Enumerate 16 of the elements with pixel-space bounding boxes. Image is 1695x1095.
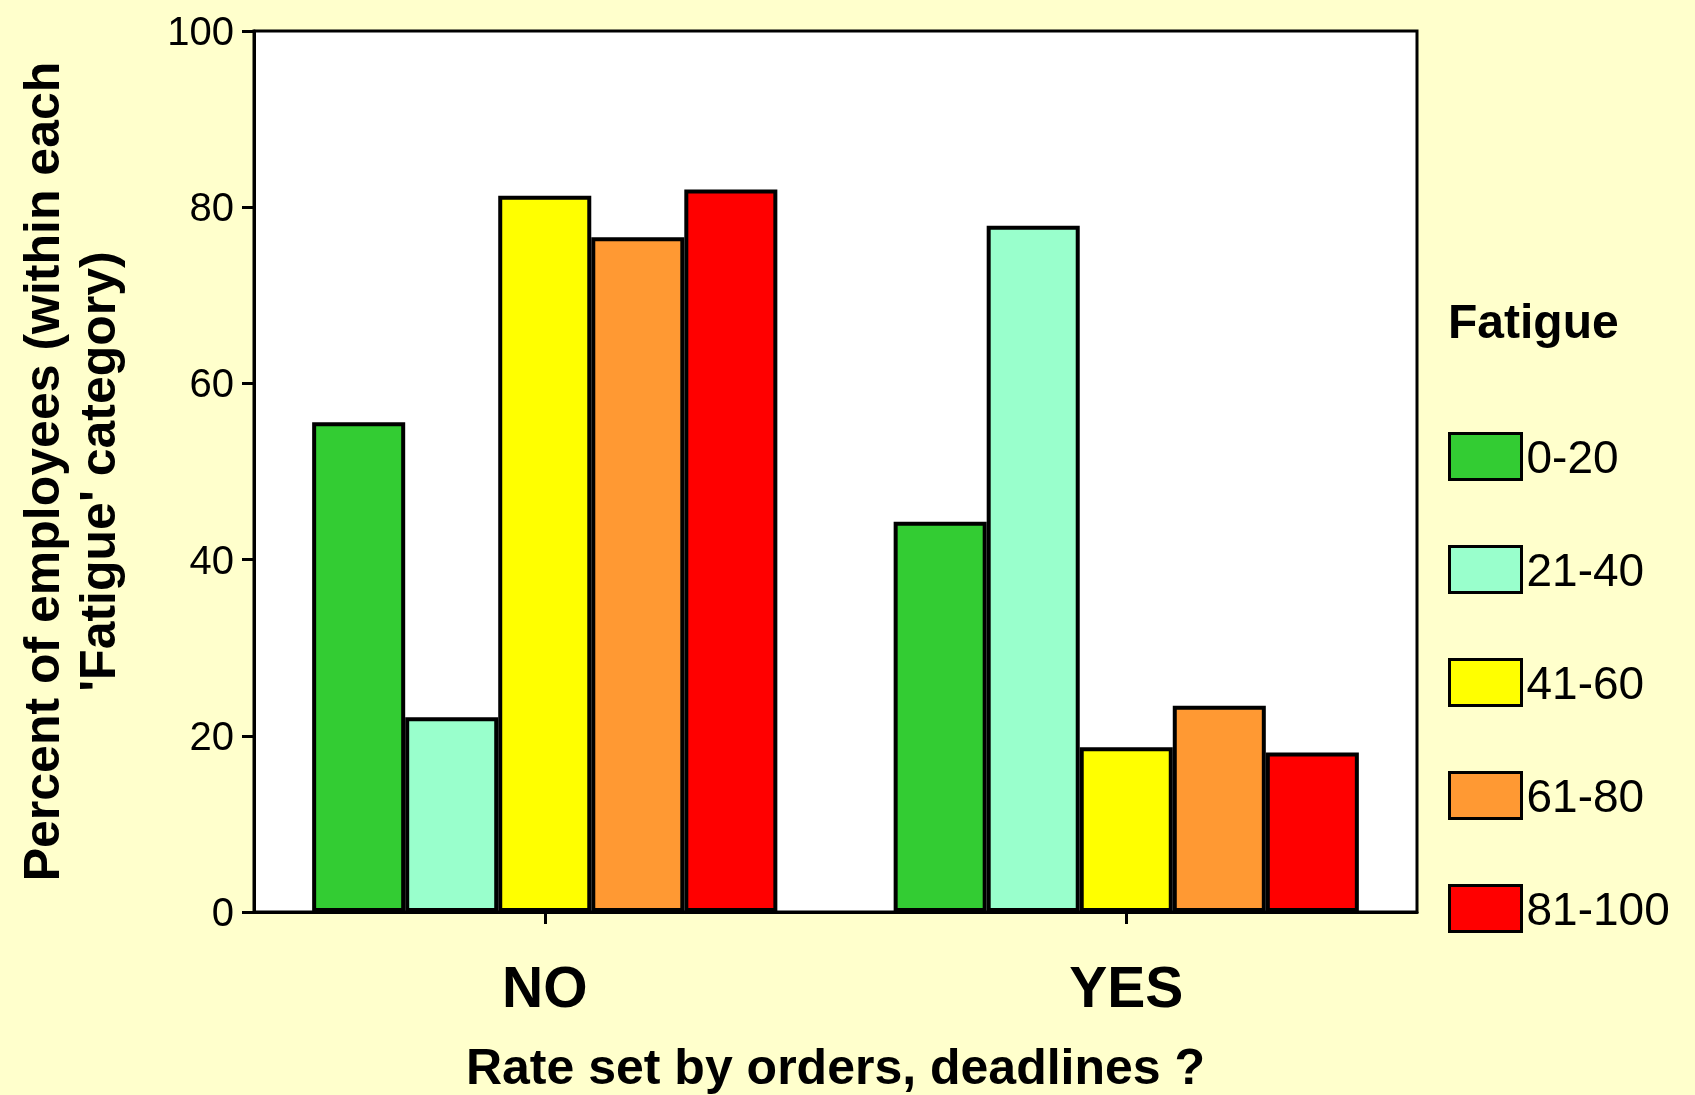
legend-label: 61-80 bbox=[1526, 769, 1645, 822]
y-tick-label: 0 bbox=[211, 890, 234, 934]
legend-title: Fatigue bbox=[1448, 294, 1619, 348]
x-axis-title: Rate set by orders, deadlines ? bbox=[465, 1039, 1206, 1095]
y-tick-label: 100 bbox=[167, 9, 234, 53]
legend-label: 0-20 bbox=[1526, 430, 1619, 483]
y-tick-label: 20 bbox=[189, 713, 234, 758]
legend-label: 41-60 bbox=[1526, 656, 1645, 709]
x-tick-label: YES bbox=[1069, 954, 1184, 1019]
y-tick-label: 40 bbox=[189, 537, 234, 582]
x-tick-label: NO bbox=[502, 954, 588, 1019]
legend-label: 81-100 bbox=[1526, 882, 1670, 935]
y-axis-title: Percent of employees (within each 'Fatigue' category) bbox=[14, 61, 126, 882]
legend-label: 21-40 bbox=[1526, 543, 1645, 596]
y-tick-label: 60 bbox=[189, 361, 234, 406]
y-tick-label: 80 bbox=[189, 185, 234, 230]
